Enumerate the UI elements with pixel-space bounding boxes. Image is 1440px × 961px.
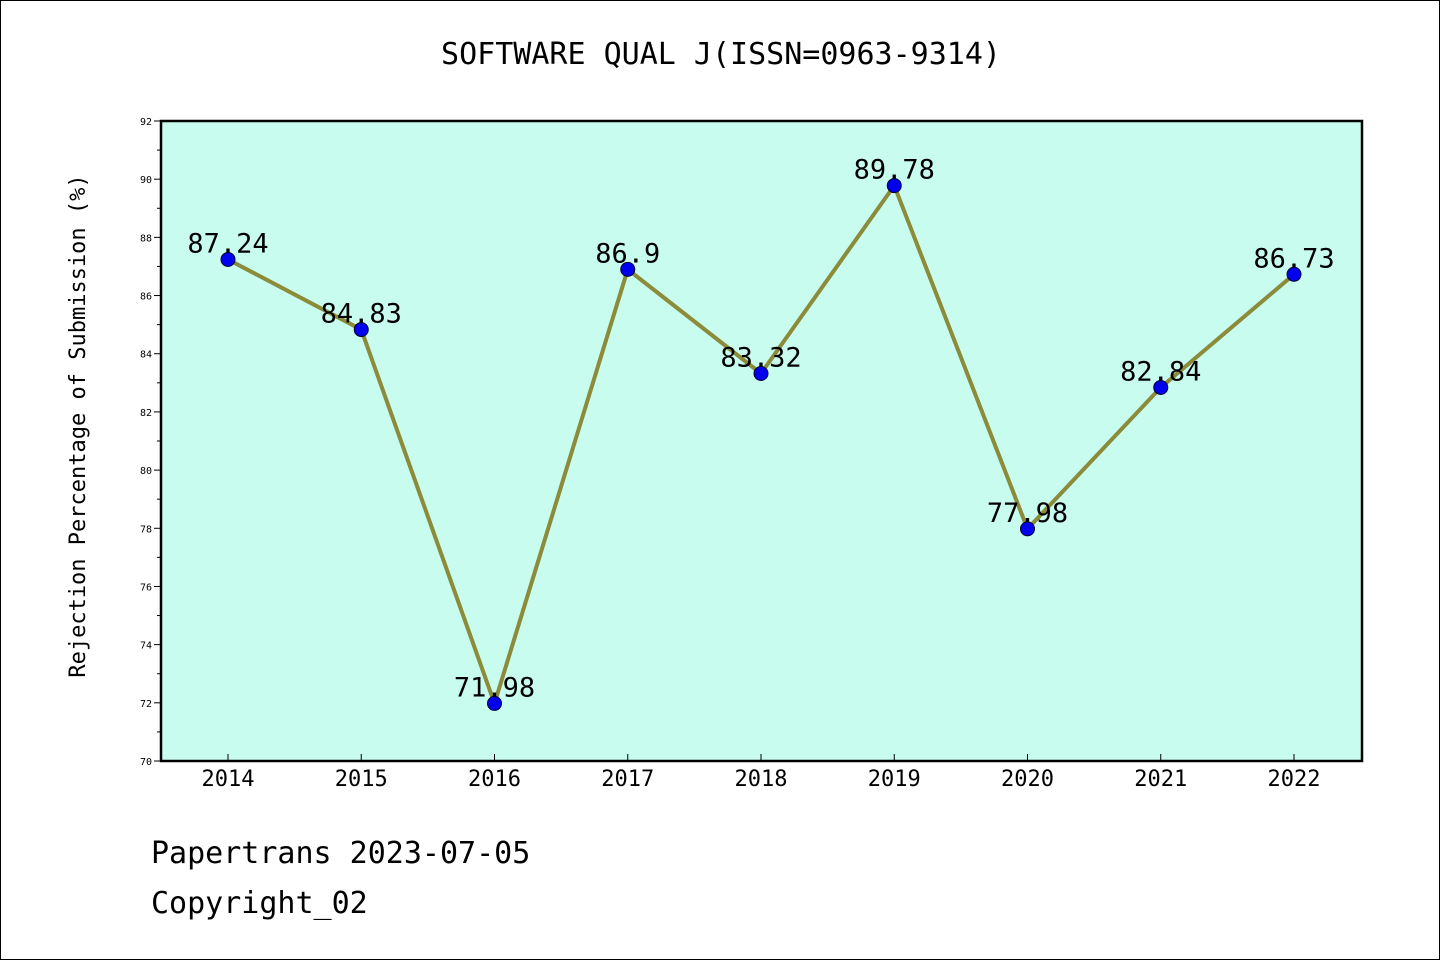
y-tick-label: 90: [140, 175, 152, 186]
y-tick-label: 76: [140, 582, 152, 593]
y-tick-label: 80: [140, 466, 152, 477]
y-tick-label: 82: [140, 408, 152, 419]
series-line-group: 87.24 84.83 71.98 86.9 83.32 89.78 77.98 82.84 8…: [187, 155, 1335, 711]
data-label: 84.83: [321, 299, 402, 330]
data-point: [353, 322, 369, 338]
x-tick-label: 2021: [1134, 767, 1187, 792]
y-tick-label: 88: [140, 233, 152, 244]
data-point: [487, 695, 502, 711]
x-tick-label: 2022: [1268, 767, 1321, 792]
y-tick-label: 92: [140, 117, 152, 128]
x-tick-label: 2018: [735, 767, 788, 792]
y-tick-label: 78: [140, 524, 152, 535]
x-tick-label: 2015: [335, 767, 388, 792]
data-label: 83.32: [720, 343, 801, 374]
y-axis-label: Rejection Percentage of Submission (%): [66, 174, 91, 677]
x-tick-label: 2016: [468, 767, 521, 792]
data-label: 77.98: [987, 498, 1068, 529]
data-point: [220, 251, 236, 267]
data-point: [886, 178, 902, 194]
data-label: 71.98: [454, 672, 535, 703]
x-tick-label: 2019: [868, 767, 921, 792]
y-tick-label: 84: [140, 350, 152, 361]
x-tick-label: 2014: [202, 767, 255, 792]
y-tick-label: 86: [140, 292, 152, 303]
x-tick-label: 2020: [1001, 767, 1054, 792]
data-label: 89.78: [854, 155, 935, 186]
y-axis: 70 72 74 76 78 80 82 84 86 88 90 92: [140, 117, 161, 768]
footer-copyright: Copyright_02: [151, 886, 368, 921]
data-point: [620, 261, 636, 277]
chart-title: SOFTWARE QUAL J(ISSN=0963-9314): [441, 37, 1001, 72]
data-point: [1020, 521, 1035, 537]
data-label: 87.24: [187, 228, 268, 259]
footer-date: Papertrans 2023-07-05: [151, 836, 531, 871]
data-point: [1153, 379, 1169, 395]
data-point: [1286, 266, 1302, 282]
data-label: 82.84: [1120, 356, 1201, 387]
x-axis: 2014 2015 2016 2017 2018 2019 2020 2021 2022: [202, 754, 1321, 792]
plot-area: [159, 119, 1364, 763]
data-point: [753, 366, 769, 382]
x-tick-label: 2017: [601, 767, 654, 792]
data-label: 86.73: [1253, 243, 1334, 274]
y-tick-label: 72: [140, 699, 152, 710]
data-label: 86.9: [595, 238, 660, 269]
y-tick-label: 74: [140, 641, 152, 652]
y-tick-label: 70: [140, 757, 152, 768]
